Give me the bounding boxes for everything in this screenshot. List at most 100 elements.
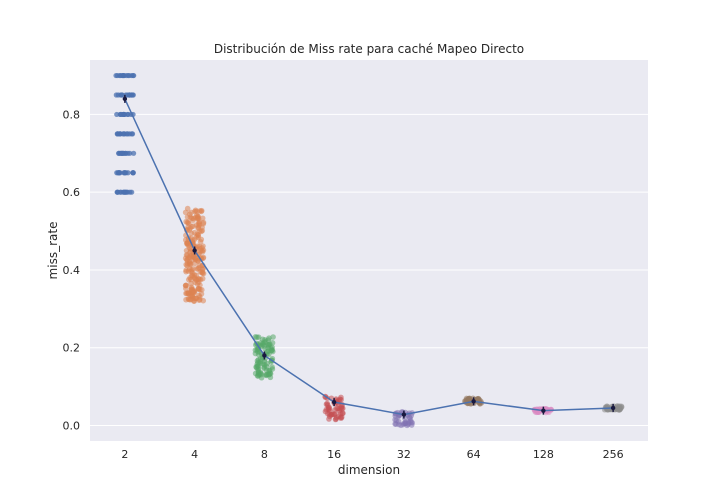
strip-point (193, 234, 200, 240)
strip-point (187, 262, 193, 268)
strip-point (199, 269, 206, 275)
strip-point (113, 92, 119, 98)
y-tick-label: 0.4 (63, 264, 81, 277)
strip-point (253, 364, 260, 370)
strip-point (200, 220, 207, 227)
strip-point (127, 150, 133, 156)
strip-point (322, 408, 329, 415)
x-tick-label: 256 (603, 448, 624, 461)
y-tick-labels: 0.0 0.2 0.4 0.6 0.8 (63, 108, 81, 432)
strip-point (266, 335, 272, 341)
mean-point (471, 399, 476, 404)
strip-point (118, 189, 124, 195)
mean-point (262, 353, 267, 358)
strip-point (190, 217, 196, 223)
strip-point (119, 150, 125, 156)
strip-point (184, 205, 191, 212)
mean-point (541, 408, 546, 413)
strip-point (121, 131, 127, 137)
strip-point (125, 189, 131, 195)
x-tick-label: 32 (397, 448, 411, 461)
mean-point (122, 96, 128, 102)
mean-line (124, 98, 614, 416)
y-tick-label: 0.0 (63, 419, 81, 432)
strip-point (198, 228, 205, 235)
strip-point (197, 246, 204, 252)
strip-point (125, 131, 131, 137)
mean-point (331, 399, 337, 405)
strip-point (603, 404, 609, 411)
strip-point (114, 189, 120, 195)
strip-point (185, 276, 192, 283)
strip-point (269, 364, 275, 370)
strip-point (199, 215, 206, 222)
strip-point (339, 406, 345, 412)
mean-point (610, 405, 616, 411)
strip-point (128, 72, 135, 79)
strip-point (194, 215, 201, 222)
x-tick-label: 8 (261, 448, 268, 461)
strip-point (196, 294, 203, 300)
strip-point (323, 401, 330, 408)
strip-point (261, 343, 268, 349)
strip-point (121, 72, 127, 79)
strip-point (195, 258, 202, 264)
strip-point (117, 111, 123, 118)
strip-point (184, 241, 191, 247)
strip-point (188, 209, 194, 216)
strip-point (198, 207, 205, 214)
chart-title: Distribución de Miss rate para caché Map… (214, 42, 524, 56)
strip-point (130, 170, 136, 176)
y-tick-label: 0.8 (63, 108, 81, 121)
strip-point (183, 285, 189, 292)
strip-point (196, 220, 202, 226)
strip-point (406, 414, 413, 421)
mean-line-series (122, 94, 616, 419)
y-axis-label: miss_rate (46, 222, 60, 280)
strip-point (131, 150, 137, 156)
x-tick-label: 128 (533, 448, 554, 461)
strip-point (114, 72, 121, 79)
strip-point (188, 286, 195, 292)
strip-point (195, 266, 202, 272)
strip-point (259, 360, 266, 367)
strip-point (395, 418, 402, 425)
y-tick-label: 0.6 (63, 186, 81, 199)
strip-point (466, 395, 472, 402)
strip-point (121, 170, 127, 176)
strip-point (337, 410, 344, 417)
mean-point (401, 412, 407, 417)
x-tick-labels: 2 4 8 16 32 64 128 256 (121, 448, 623, 461)
strip-point (269, 344, 275, 351)
x-tick-label: 16 (327, 448, 341, 461)
strip-point (186, 227, 193, 233)
strip-point (191, 274, 197, 281)
strip-point (116, 170, 122, 176)
x-tick-label: 64 (467, 448, 481, 461)
y-tick-label: 0.2 (63, 342, 81, 355)
strip-point (404, 422, 410, 429)
strip-point (258, 371, 264, 378)
strip-point (197, 238, 204, 245)
strip-2 (113, 72, 137, 195)
strip-point (331, 411, 338, 418)
x-tick-label: 2 (121, 448, 128, 461)
strip-point (199, 275, 206, 282)
strip-point (190, 254, 197, 261)
strip-point (119, 92, 125, 98)
strip-point (267, 374, 274, 381)
strip-point (183, 296, 189, 303)
strip-point (200, 297, 207, 304)
grid-lines (90, 113, 648, 426)
x-axis-label: dimension (338, 463, 400, 477)
strip-point (263, 363, 270, 370)
strip-point (182, 255, 189, 262)
strip-point (616, 407, 622, 413)
strip-point (188, 268, 195, 275)
strip-point (184, 219, 191, 226)
strip-8 (252, 334, 276, 381)
strip-point (114, 131, 121, 137)
strip-point (252, 370, 259, 377)
plot-background (90, 60, 648, 441)
